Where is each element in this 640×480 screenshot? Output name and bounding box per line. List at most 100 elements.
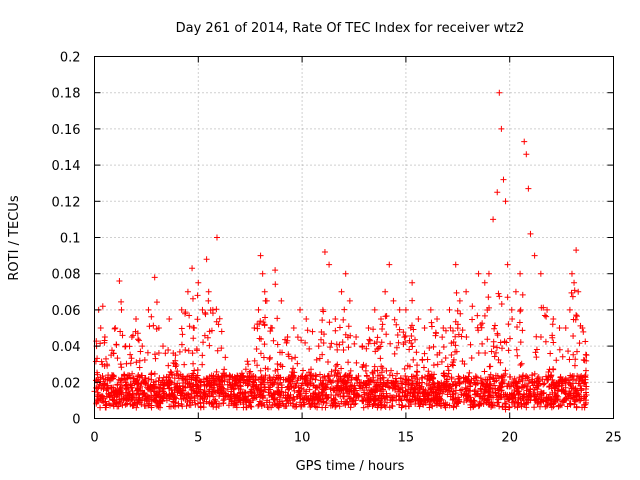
data-point: [468, 354, 475, 361]
x-tick-label: 25: [605, 431, 622, 446]
data-point: [509, 316, 516, 323]
data-point: [265, 404, 272, 411]
data-point: [199, 394, 206, 401]
data-point: [235, 396, 242, 403]
data-point: [134, 384, 141, 391]
data-point: [234, 393, 241, 400]
data-point: [326, 377, 333, 384]
data-point: [259, 393, 266, 400]
data-point: [434, 315, 441, 322]
data-point: [564, 403, 571, 410]
data-point: [374, 334, 381, 341]
data-point: [206, 386, 213, 393]
data-point: [174, 384, 181, 391]
data-point: [335, 369, 342, 376]
data-point: [285, 351, 292, 358]
data-point: [217, 386, 224, 393]
data-point: [326, 319, 333, 326]
data-point: [328, 368, 335, 375]
data-point: [144, 349, 151, 356]
data-point: [363, 392, 370, 399]
data-point: [547, 350, 554, 357]
data-point: [427, 395, 434, 402]
data-point: [402, 333, 409, 340]
data-point: [150, 381, 157, 388]
y-axis-ticks: 0 0.02 0.04 0.06 0.08 0.1 0.12 0.14 0.16 0.18 0.2: [52, 51, 614, 428]
data-point: [139, 343, 146, 350]
data-point: [427, 398, 434, 405]
data-point: [353, 376, 360, 383]
data-point: [293, 380, 300, 387]
data-point: [495, 390, 502, 397]
data-point: [141, 389, 148, 396]
data-point: [204, 393, 211, 400]
data-point: [345, 386, 352, 393]
data-point: [345, 400, 352, 407]
data-point: [117, 377, 124, 384]
data-point: [261, 288, 268, 295]
data-point: [274, 315, 281, 322]
data-point: [453, 289, 460, 296]
data-point: [484, 336, 491, 343]
data-point: [570, 351, 577, 358]
data-point: [409, 380, 416, 387]
data-point: [398, 404, 405, 411]
data-point: [359, 398, 366, 405]
data-point: [294, 334, 301, 341]
data-point: [118, 306, 125, 313]
data-point: [119, 402, 126, 409]
data-point: [343, 390, 350, 397]
data-point: [347, 367, 354, 374]
data-point: [161, 390, 168, 397]
data-point: [422, 396, 429, 403]
plot-frame: [94, 56, 614, 419]
data-point: [487, 363, 494, 370]
data-point: [556, 325, 563, 331]
data-point: [507, 374, 514, 381]
data-point: [582, 338, 589, 345]
data-point: [323, 400, 330, 407]
data-point: [259, 270, 266, 277]
data-point: [463, 334, 470, 341]
data-point: [203, 375, 210, 382]
data-point: [196, 388, 203, 395]
data-point: [291, 383, 298, 390]
data-point: [581, 373, 588, 380]
data-point: [389, 397, 396, 404]
data-point: [345, 373, 352, 380]
data-point: [247, 403, 254, 410]
data-point: [529, 372, 536, 379]
data-point: [260, 375, 267, 382]
data-point: [443, 380, 450, 387]
data-point: [182, 396, 189, 403]
data-point: [417, 397, 424, 404]
data-point: [262, 372, 269, 379]
data-point: [422, 373, 429, 380]
data-point: [537, 398, 544, 405]
data-point: [261, 322, 268, 329]
data-point: [505, 380, 512, 387]
data-point: [162, 350, 169, 357]
data-point: [378, 363, 385, 370]
data-point: [514, 382, 521, 389]
data-point: [456, 297, 463, 304]
data-point: [313, 373, 320, 380]
data-point: [537, 333, 544, 340]
data-point: [184, 288, 191, 295]
data-point: [252, 392, 259, 399]
data-point: [214, 387, 221, 394]
data-point: [170, 350, 177, 357]
data-point: [457, 310, 464, 317]
data-point: [384, 399, 391, 406]
data-point: [509, 394, 516, 401]
data-point: [377, 355, 384, 362]
data-point: [101, 337, 108, 344]
data-point: [362, 367, 369, 374]
data-point: [376, 385, 383, 392]
data-point: [211, 396, 218, 403]
data-point: [535, 376, 542, 383]
y-tick-label: 0.16: [52, 123, 81, 138]
data-point: [519, 327, 526, 334]
data-point: [131, 380, 138, 387]
data-point: [575, 380, 582, 387]
